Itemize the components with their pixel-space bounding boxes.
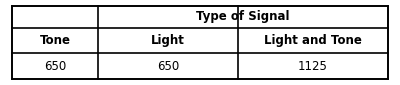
Text: Type of Signal: Type of Signal xyxy=(196,10,290,23)
Text: 650: 650 xyxy=(157,60,179,73)
Text: Light and Tone: Light and Tone xyxy=(264,34,362,47)
Text: 650: 650 xyxy=(44,60,66,73)
Text: Light: Light xyxy=(151,34,185,47)
Text: Tone: Tone xyxy=(40,34,71,47)
Text: 1125: 1125 xyxy=(298,60,328,73)
